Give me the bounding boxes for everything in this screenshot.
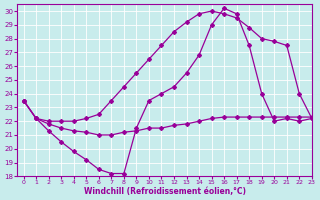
X-axis label: Windchill (Refroidissement éolien,°C): Windchill (Refroidissement éolien,°C) [84,187,245,196]
